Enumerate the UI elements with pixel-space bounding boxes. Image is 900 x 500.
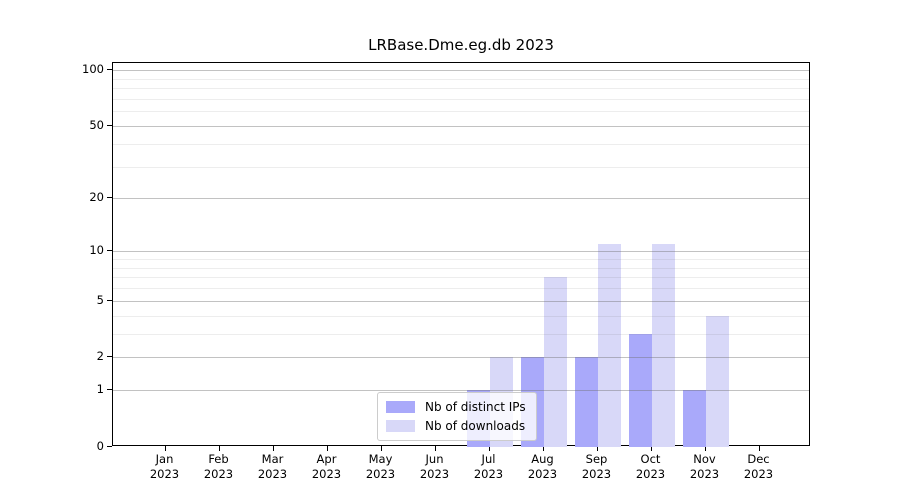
x-tick-label: Jun 2023: [419, 452, 450, 481]
y-tick-mark: [107, 446, 112, 447]
y-tick-label: 10: [89, 243, 104, 258]
x-tick-label: May 2023: [365, 452, 396, 481]
bar-downloads: [597, 244, 621, 447]
y-tick-label: 20: [89, 190, 104, 205]
x-tick-mark: [758, 446, 760, 451]
y-tick-label: 100: [82, 62, 104, 77]
legend-label: Nb of downloads: [425, 419, 526, 433]
x-tick-mark: [326, 446, 328, 451]
y-tick-label: 5: [96, 292, 104, 307]
x-tick-label: Mar 2023: [257, 452, 288, 481]
x-tick-mark: [434, 446, 436, 451]
x-tick-label: Oct 2023: [635, 452, 666, 481]
bar-distinct-ips: [682, 390, 706, 447]
y-tick-label: 0: [96, 439, 104, 453]
x-tick-label: Dec 2023: [743, 452, 774, 481]
x-tick-label: Sep 2023: [581, 452, 612, 481]
bars-layer: [113, 63, 809, 447]
bar-downloads: [543, 277, 567, 447]
legend-label: Nb of distinct IPs: [425, 400, 526, 414]
legend: Nb of distinct IPs Nb of downloads: [377, 392, 537, 441]
x-tick-label: Feb 2023: [203, 452, 234, 481]
chart-title: LRBase.Dme.eg.db 2023: [368, 36, 554, 54]
y-tick-label: 50: [89, 118, 104, 132]
bar-downloads: [705, 315, 729, 447]
legend-swatch: [386, 420, 415, 432]
x-tick-mark: [380, 446, 382, 451]
x-tick-label: Apr 2023: [311, 452, 342, 481]
plot-area: Nb of distinct IPs Nb of downloads: [112, 62, 810, 447]
legend-swatch: [386, 401, 415, 413]
legend-item-downloads: Nb of downloads: [386, 419, 526, 433]
x-tick-label: Jan 2023: [149, 452, 180, 481]
legend-item-distinct-ips: Nb of distinct IPs: [386, 400, 526, 414]
bar-downloads: [651, 244, 675, 447]
x-tick-label: Aug 2023: [527, 452, 558, 481]
bar-distinct-ips: [628, 333, 652, 447]
bar-distinct-ips: [574, 357, 598, 447]
x-tick-label: Nov 2023: [689, 452, 720, 481]
x-tick-label: Jul 2023: [473, 452, 504, 481]
x-tick-mark: [164, 446, 166, 451]
y-tick-label: 2: [96, 349, 104, 364]
x-tick-mark: [272, 446, 274, 451]
x-tick-mark: [218, 446, 220, 451]
y-tick-label: 1: [96, 382, 104, 397]
